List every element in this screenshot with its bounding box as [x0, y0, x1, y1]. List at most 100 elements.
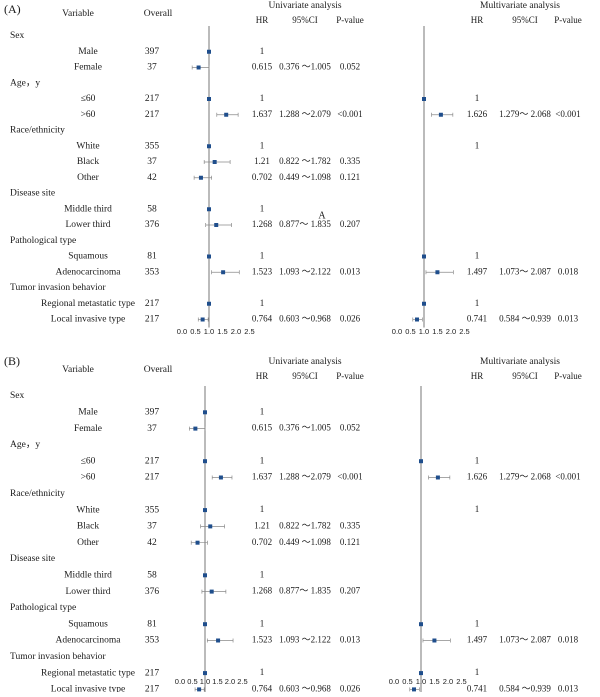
uni-axis-tick-label: 0.0 — [175, 677, 185, 686]
uni-ci-value: 1.288 ～2.079 — [279, 109, 331, 119]
uni-hr-point — [221, 270, 226, 275]
overall-value: 217 — [145, 299, 160, 309]
multi-hr-point — [435, 270, 440, 275]
uni-hr-point — [203, 508, 207, 513]
row-label: Black — [77, 157, 99, 167]
row-label: Other — [77, 173, 99, 183]
multi-p-value: 0.013 — [558, 314, 579, 324]
overall-value: 81 — [147, 252, 157, 262]
row-label: Male — [78, 407, 98, 417]
overall-value: 217 — [145, 473, 160, 483]
uni-hr-point — [203, 622, 207, 627]
uni-hr-point — [198, 175, 203, 180]
multivariate-title: Multivariate analysis — [480, 1, 560, 11]
overall-value: 217 — [145, 110, 160, 120]
uni-p-value: 0.121 — [340, 537, 360, 547]
uni-hr-value: 0.764 — [252, 314, 273, 324]
uni-axis-tick-label: 0.0 — [177, 327, 187, 336]
uni-hr-point — [209, 589, 214, 594]
multi-hr-point — [435, 475, 440, 480]
uni-axis-tick-label: 1.5 — [212, 677, 222, 686]
forest-panel-b: (B) Variable Overall Univariate analysis Mul… — [0, 346, 600, 697]
uni-hr-value: 1 — [260, 406, 265, 416]
multi-ci-value: 0.584 ～0.939 — [499, 314, 551, 324]
row-label: Squamous — [68, 619, 108, 629]
uni-axis-tick-label: 2.0 — [225, 677, 235, 686]
row-label: Lower third — [65, 220, 110, 230]
uni-hr-point — [224, 112, 229, 117]
multivariate-title: Multivariate analysis — [480, 357, 560, 367]
multi-hr-point — [432, 638, 437, 643]
uni-p-value: 0.013 — [340, 266, 361, 276]
uni-hr-point — [203, 459, 207, 464]
uni-ci-value: 1.093 ～2.122 — [279, 266, 331, 276]
multi-hr-point — [419, 622, 423, 627]
multi-hr-value: 0.741 — [467, 314, 487, 324]
multi-hr-value: 0.741 — [467, 683, 487, 692]
uni-hr-value: 1 — [260, 46, 265, 56]
uni-p-value: 0.335 — [340, 520, 361, 530]
overall-value: 37 — [147, 522, 157, 532]
row-label: Female — [74, 424, 102, 434]
multi-hr-value: 1 — [475, 455, 480, 465]
row-label: Black — [77, 522, 99, 532]
multi-hr-value: 1 — [475, 93, 480, 103]
multi-ci-header: 95%CI — [512, 15, 538, 25]
row-label: Lower third — [65, 587, 110, 597]
uni-hr-point — [207, 97, 211, 101]
group-label: Tumor invasion behavior — [10, 652, 107, 662]
uni-hr-point — [212, 160, 217, 164]
multi-p-value: 0.018 — [558, 266, 579, 276]
multi-p-value: 0.013 — [558, 683, 579, 692]
uni-axis-tick-label: 2.0 — [231, 327, 241, 336]
overall-value: 353 — [145, 267, 160, 277]
overall-value: 355 — [145, 141, 160, 151]
uni-ci-value: 0.877～ 1.835 — [279, 219, 331, 229]
uni-axis-tick-label: 1.5 — [217, 327, 227, 336]
uni-hr-point — [207, 254, 211, 259]
overall-value: 81 — [147, 619, 157, 629]
uni-hr-value: 1.21 — [254, 156, 270, 166]
multi-hr-value: 1 — [475, 504, 480, 514]
multi-axis-tick-label: 2.5 — [459, 327, 469, 336]
uni-hr-point — [207, 207, 211, 212]
uni-hr-value: 1.268 — [252, 219, 273, 229]
uni-hr-point — [197, 687, 202, 692]
uni-p-value: 0.121 — [340, 172, 360, 182]
multi-axis-tick-label: 2.5 — [456, 677, 466, 686]
multi-hr-point — [419, 459, 423, 464]
uni-hr-point — [196, 65, 201, 70]
uni-hr-value: 1.637 — [252, 109, 273, 119]
row-label: Local invasive type — [51, 685, 125, 692]
overall-header: Overall — [144, 9, 173, 19]
row-label: White — [76, 141, 99, 151]
row-label: Adenocarcinoma — [56, 636, 122, 646]
row-label: White — [76, 505, 99, 515]
overall-value: 376 — [145, 587, 160, 597]
uni-hr-point — [203, 573, 207, 578]
multi-axis-tick-label: 1.0 — [416, 677, 426, 686]
uni-p-header: P-value — [336, 15, 364, 25]
multi-hr-value: 1.626 — [467, 109, 488, 119]
uni-hr-value: 0.702 — [252, 172, 272, 182]
uni-hr-value: 1 — [260, 93, 265, 103]
overall-value: 397 — [145, 47, 160, 57]
multi-hr-value: 1 — [475, 618, 480, 628]
multi-hr-point — [422, 254, 426, 259]
variable-header: Variable — [62, 9, 94, 19]
uni-ci-value: 1.288 ～2.079 — [279, 472, 331, 482]
multi-p-header: P-value — [554, 15, 582, 25]
row-label: ≤60 — [81, 456, 96, 466]
uni-hr-point — [203, 671, 207, 676]
panel-label: (B) — [4, 354, 20, 368]
multi-hr-value: 1 — [475, 298, 480, 308]
multi-ci-value: 1.279～ 2.068 — [499, 472, 551, 482]
multi-axis-tick-label: 1.5 — [432, 327, 442, 336]
overall-value: 217 — [145, 668, 160, 678]
uni-ci-value: 0.822 ～1.782 — [279, 156, 331, 166]
uni-ci-value: 0.376 ～1.005 — [279, 62, 331, 72]
uni-hr-header: HR — [256, 371, 269, 381]
uni-ci-value: 0.376 ～1.005 — [279, 423, 331, 433]
uni-hr-point — [208, 524, 213, 529]
row-label: >60 — [81, 473, 96, 483]
